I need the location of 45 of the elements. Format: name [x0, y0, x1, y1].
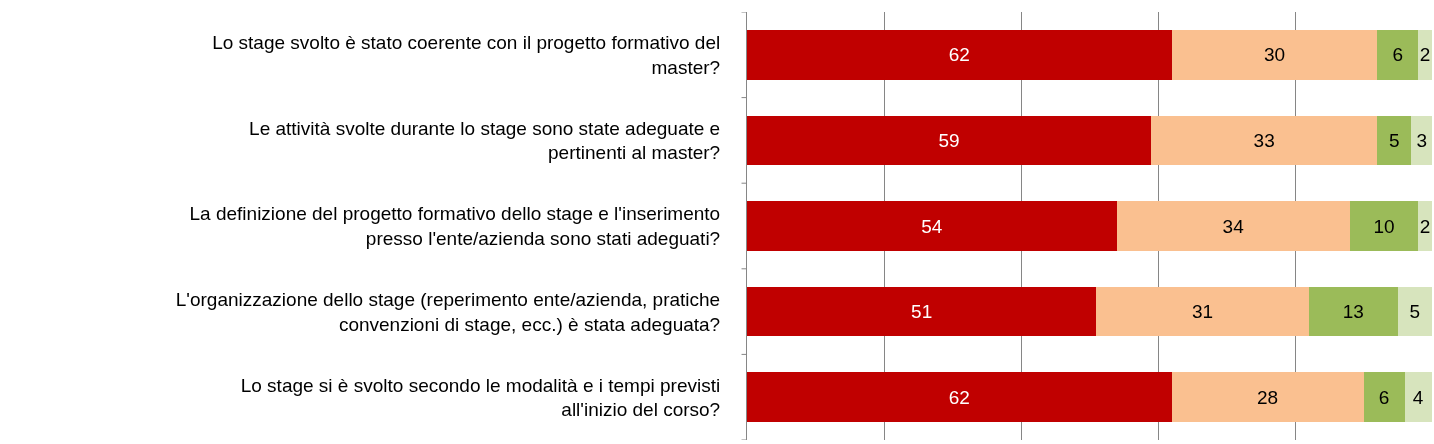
data-label: 31: [1191, 301, 1214, 323]
bar: [747, 29, 1172, 80]
bar: [1397, 286, 1432, 337]
bar: [1377, 115, 1412, 166]
data-label: 30: [1263, 44, 1286, 66]
data-label: 5: [1409, 301, 1421, 323]
data-label: 28: [1257, 386, 1279, 408]
bar: [1411, 115, 1432, 166]
bar: [1308, 286, 1398, 337]
bar: [1171, 29, 1378, 80]
bar: [1151, 115, 1378, 166]
bar: [747, 201, 1117, 251]
bar: [1116, 201, 1350, 251]
y-tick-label: Lo stage si è svolto secondo le modalità e i tempi previsti all'inizio del corso?: [240, 374, 721, 421]
bar: [747, 372, 1172, 423]
data-label: 62: [948, 44, 970, 66]
y-tick-label: La definizione del progetto formativo dello stage e l'inserimento presso l'ente/azienda sono stati adeguati?: [189, 203, 721, 249]
bar: [1377, 29, 1419, 80]
data-label: 2: [1419, 215, 1431, 237]
data-label: 62: [948, 386, 970, 408]
data-label: 6: [1378, 386, 1390, 408]
data-label: 54: [921, 215, 943, 237]
bar: [1096, 286, 1309, 337]
bar: [1363, 372, 1405, 423]
data-label: 13: [1342, 301, 1364, 323]
data-label: 4: [1412, 386, 1424, 408]
data-label: 5: [1389, 129, 1400, 151]
data-label: 3: [1416, 129, 1428, 151]
y-tick-label: Lo stage svolto è stato coerente con il progetto formativo del master?: [212, 32, 721, 78]
bar: [747, 115, 1152, 166]
y-tick-label: L'organizzazione dello stage (reperimento ente/azienda, pratiche convenzioni di stage, ecc.) è stata adeguata?: [175, 288, 721, 335]
bar: [747, 286, 1097, 337]
bar: [1171, 372, 1364, 423]
bar: [1404, 372, 1432, 423]
data-label: 51: [911, 301, 933, 323]
y-tick-label: Le attività svolte durante lo stage sono state adeguate e pertinenti al master?: [249, 117, 721, 164]
data-label: 59: [938, 129, 960, 151]
data-label: 6: [1392, 44, 1404, 66]
data-label: 34: [1222, 215, 1245, 237]
data-label: 10: [1373, 215, 1395, 237]
bar: [1418, 201, 1432, 251]
bar: [1349, 201, 1419, 251]
data-label: 33: [1253, 129, 1275, 151]
bar: [1418, 29, 1432, 80]
data-label: 2: [1419, 44, 1431, 66]
